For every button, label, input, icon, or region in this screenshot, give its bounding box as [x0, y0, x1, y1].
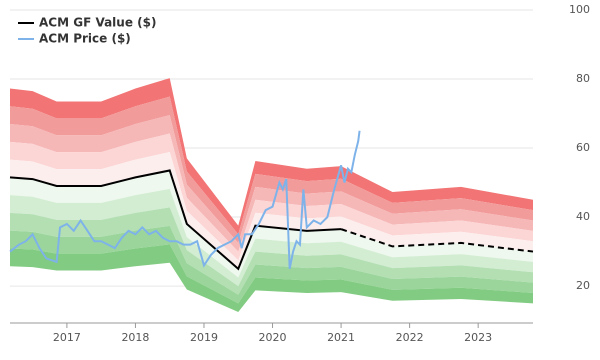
valuation-band	[10, 152, 533, 269]
valuation-band	[10, 170, 533, 278]
x-tick-label: 2023	[464, 331, 492, 344]
legend-label: ACM GF Value ($)	[39, 16, 156, 30]
valuation-band	[10, 96, 533, 243]
y-tick-label: 80	[576, 72, 590, 85]
valuation-band	[10, 133, 533, 261]
y-tick-label: 60	[576, 141, 590, 154]
valuation-band	[10, 115, 533, 252]
x-tick-label: 2020	[259, 331, 287, 344]
valuation-band	[10, 225, 533, 304]
valuation-band	[10, 188, 533, 287]
x-tick-label: 2022	[396, 331, 424, 344]
legend-label: ACM Price ($)	[39, 32, 131, 46]
series-line	[9, 169, 342, 271]
x-tick-label: 2017	[53, 331, 81, 344]
y-tick-label: 100	[569, 3, 590, 16]
valuation-band	[10, 78, 533, 235]
x-tick-label: 2019	[190, 331, 218, 344]
x-tick-label: 2021	[327, 331, 355, 344]
x-tick-label: 2018	[121, 331, 149, 344]
series-line	[9, 130, 361, 270]
y-tick-label: 20	[576, 279, 590, 292]
y-tick-label: 40	[576, 210, 590, 223]
valuation-band	[10, 244, 533, 312]
